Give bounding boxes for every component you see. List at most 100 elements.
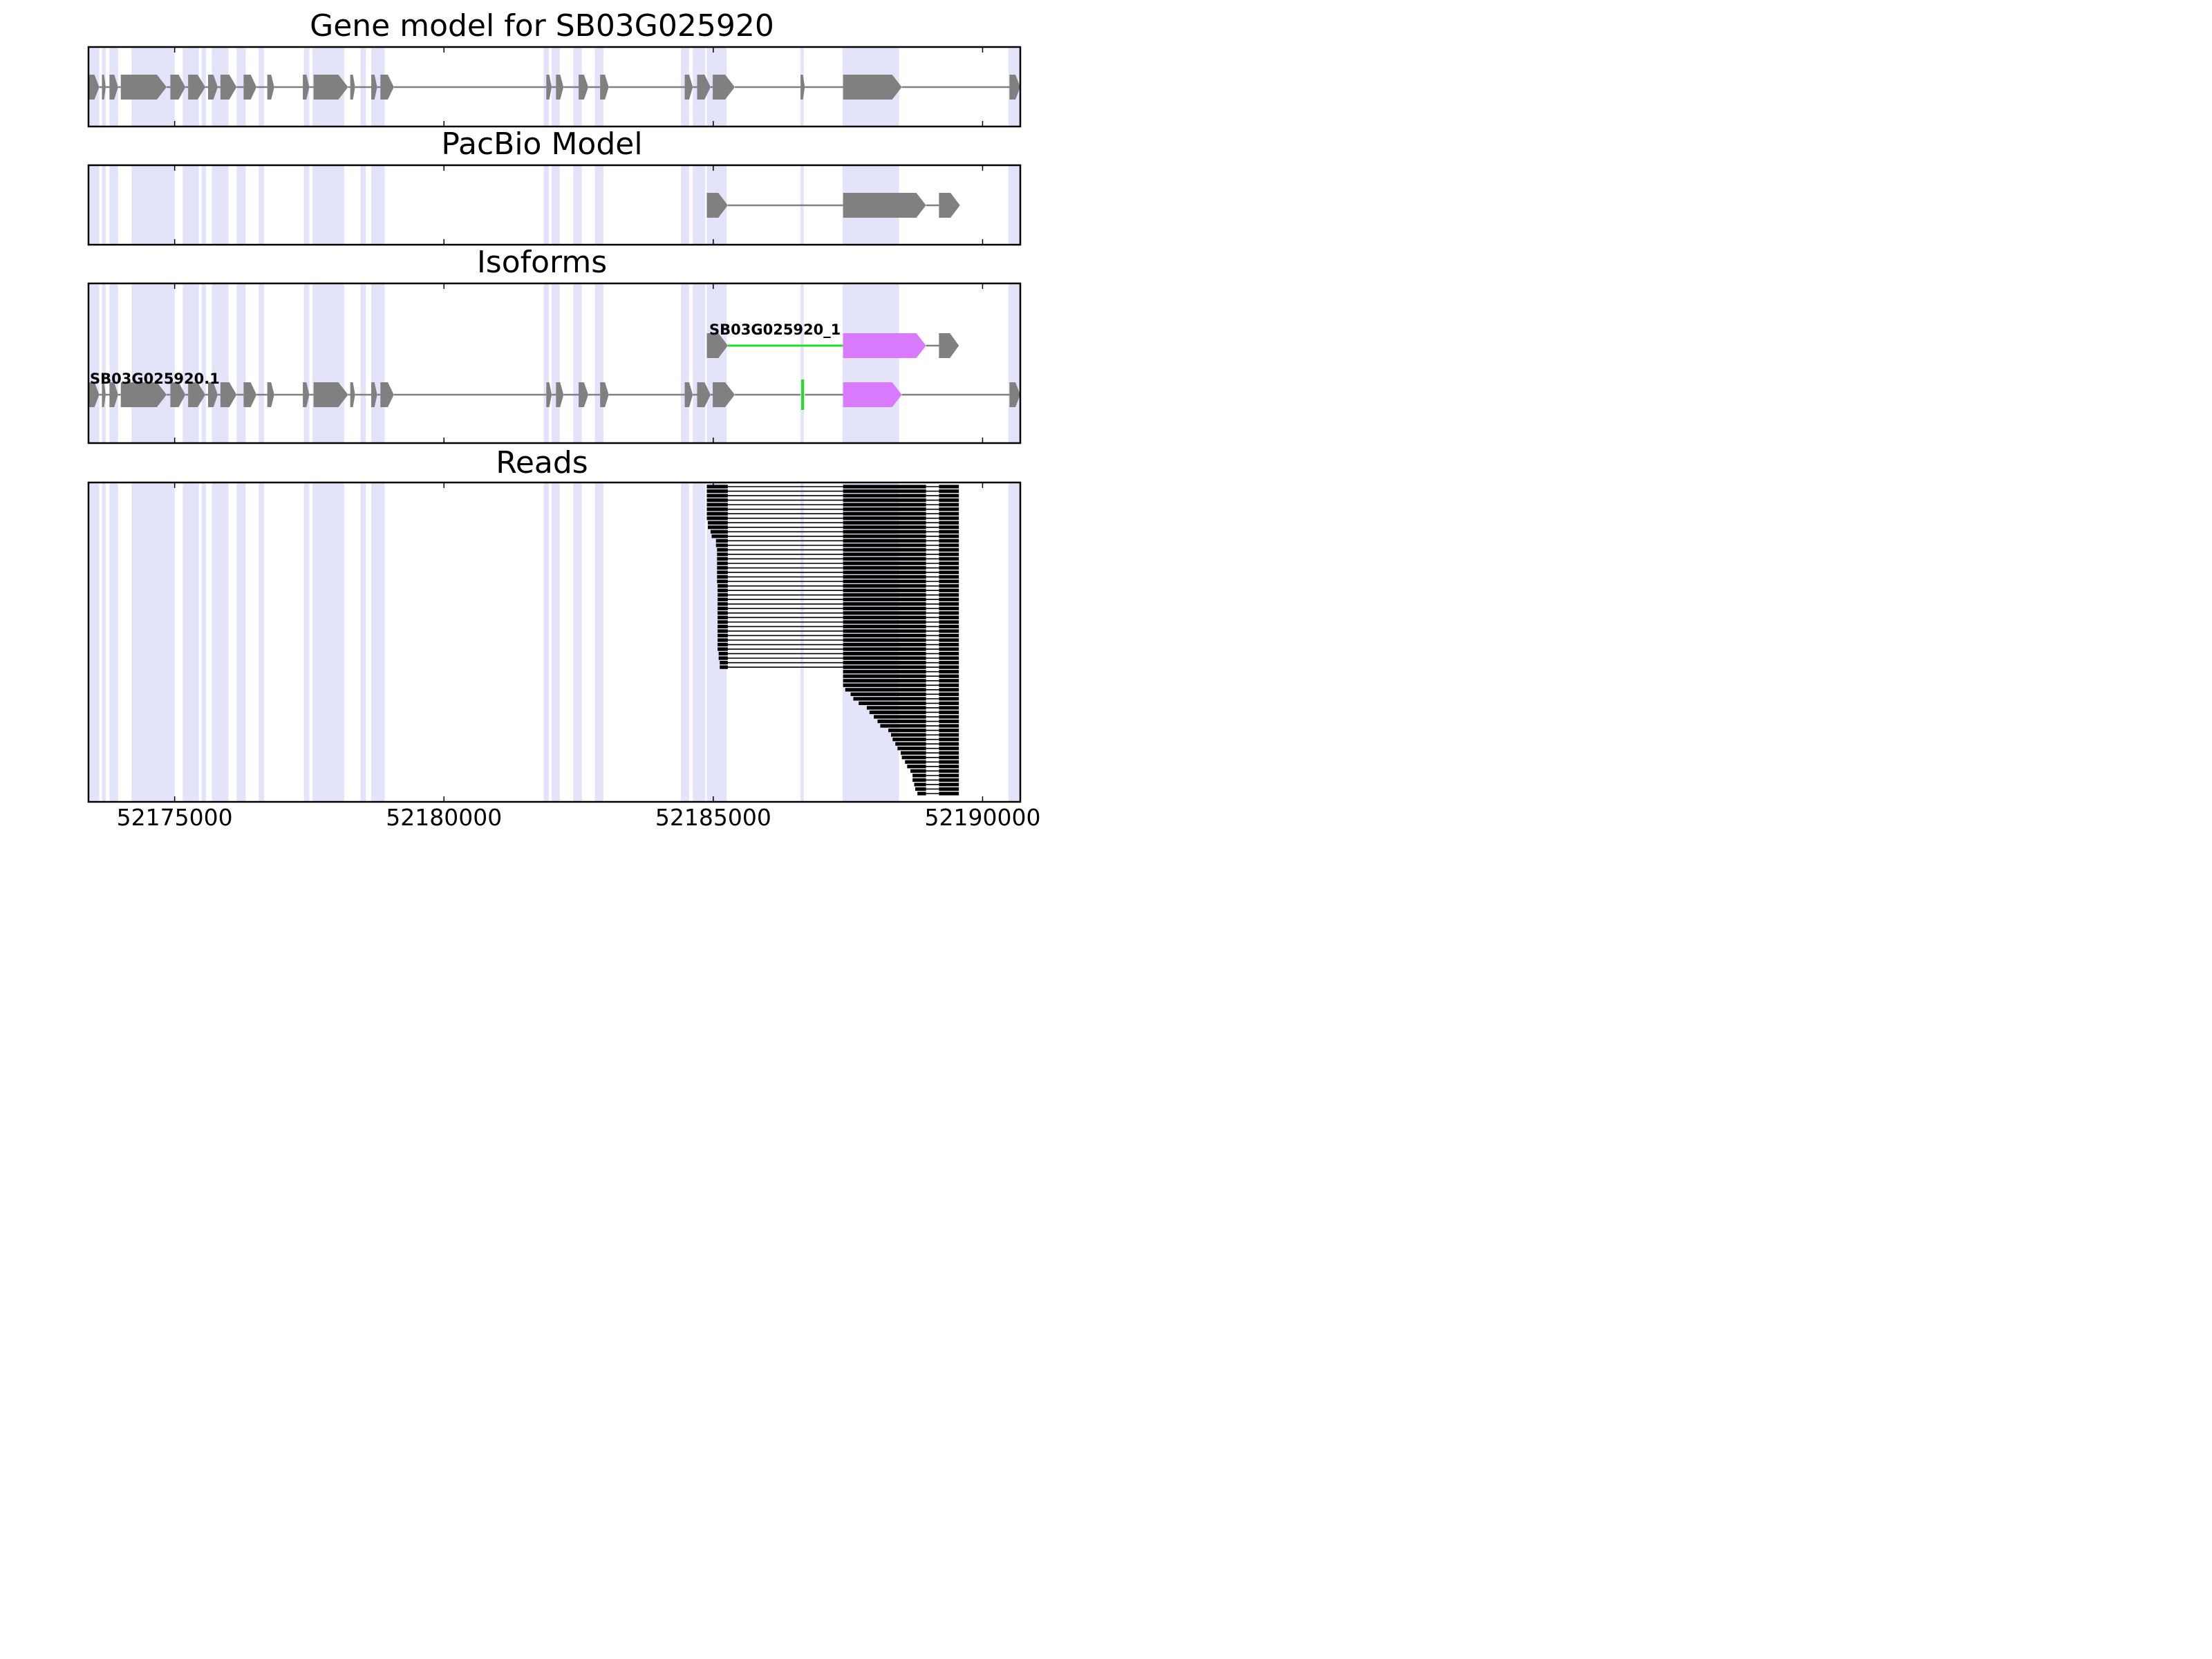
novel-exon-marker: [801, 379, 805, 410]
exon-shade-region: [1008, 283, 1020, 443]
exon: [188, 382, 206, 407]
read-block: [843, 494, 926, 498]
exon-shade-region: [552, 165, 560, 245]
read-block: [843, 556, 926, 561]
read-block: [915, 787, 926, 791]
exon-shade-region: [543, 283, 550, 443]
read-block: [711, 534, 728, 538]
read-block: [715, 543, 728, 547]
exon: [88, 382, 100, 407]
exon-shade-region: [236, 165, 246, 245]
exon-shade-region: [109, 482, 118, 802]
read-block: [717, 570, 728, 574]
read-block: [718, 597, 728, 601]
read-block: [843, 538, 926, 543]
read-block: [850, 692, 926, 696]
read-block: [718, 629, 728, 633]
read-block: [939, 751, 959, 755]
read-block: [897, 747, 926, 751]
exon-shade-region: [236, 482, 246, 802]
exon: [684, 382, 693, 407]
read-block: [939, 715, 959, 719]
gene-model-frame: [87, 46, 1022, 128]
exon-shade-region: [681, 283, 689, 443]
read-block: [717, 561, 728, 565]
x-tick-label: 52175000: [117, 804, 233, 830]
exon: [170, 382, 186, 407]
exon-shade-region: [360, 283, 366, 443]
exon: [371, 75, 377, 100]
read-block: [939, 647, 959, 651]
read-block: [939, 588, 959, 592]
read-block: [866, 706, 926, 710]
exon: [313, 382, 348, 407]
exon: [546, 382, 552, 407]
read-block: [939, 529, 959, 534]
read-block: [853, 697, 926, 701]
read-block: [939, 552, 959, 556]
exon-shade-region: [182, 482, 199, 802]
read-block: [708, 525, 728, 529]
exon-shade-region: [543, 482, 550, 802]
read-block: [901, 751, 926, 755]
exon-shade-region: [212, 482, 229, 802]
exon: [579, 75, 589, 100]
read-block: [706, 494, 728, 498]
read-block: [717, 547, 728, 552]
read-block: [939, 724, 959, 728]
read-block: [843, 525, 926, 529]
read-block: [718, 642, 728, 647]
read-block: [843, 489, 926, 494]
exon-shade-region: [371, 165, 385, 245]
read-block: [939, 710, 959, 715]
read-block: [939, 521, 959, 525]
read-block: [843, 624, 926, 629]
read-block: [718, 620, 728, 624]
read-block: [843, 611, 926, 615]
read-block: [912, 774, 926, 778]
gene-model-panel: [87, 46, 1022, 128]
read-block: [907, 765, 926, 769]
read-block: [843, 665, 926, 669]
exon-shade-region: [88, 165, 100, 245]
read-block: [843, 543, 926, 547]
exon: [243, 382, 257, 407]
read-block: [939, 651, 959, 656]
exon-shade-region: [1008, 165, 1020, 245]
exon-shade-region: [594, 283, 603, 443]
read-block: [718, 633, 728, 638]
exon-shade-region: [259, 482, 265, 802]
exon-shade-region: [693, 283, 706, 443]
read-block: [939, 615, 959, 619]
exon-shade-region: [201, 482, 206, 802]
exon-shade-region: [88, 482, 100, 802]
read-block: [939, 556, 959, 561]
read-block: [939, 774, 959, 778]
exon-shade-region: [303, 283, 310, 443]
exon-shade-region: [303, 482, 310, 802]
read-block: [939, 778, 959, 782]
read-block: [939, 570, 959, 574]
exon-shade-region: [594, 165, 603, 245]
read-block: [939, 642, 959, 647]
read-block: [939, 701, 959, 706]
gene-structure-figure: Gene model for SB03G025920 PacBio Model …: [87, 8, 1040, 830]
read-block: [939, 665, 959, 669]
isoform-label-reference: SB03G025920.1: [90, 371, 220, 387]
read-block: [914, 782, 926, 787]
novel-exon: [843, 333, 926, 358]
read-block: [939, 679, 959, 683]
read-block: [706, 489, 728, 494]
exon: [371, 382, 377, 407]
read-block: [939, 742, 959, 746]
exon-shade-region: [182, 283, 199, 443]
read-block: [877, 719, 926, 724]
exon-shade-region: [693, 482, 706, 802]
read-block: [939, 633, 959, 638]
read-block: [843, 516, 926, 521]
exon: [120, 382, 167, 407]
exon: [267, 382, 274, 407]
read-block: [939, 719, 959, 724]
exon-shade-region: [800, 283, 804, 443]
reads-frame: [87, 481, 1022, 803]
